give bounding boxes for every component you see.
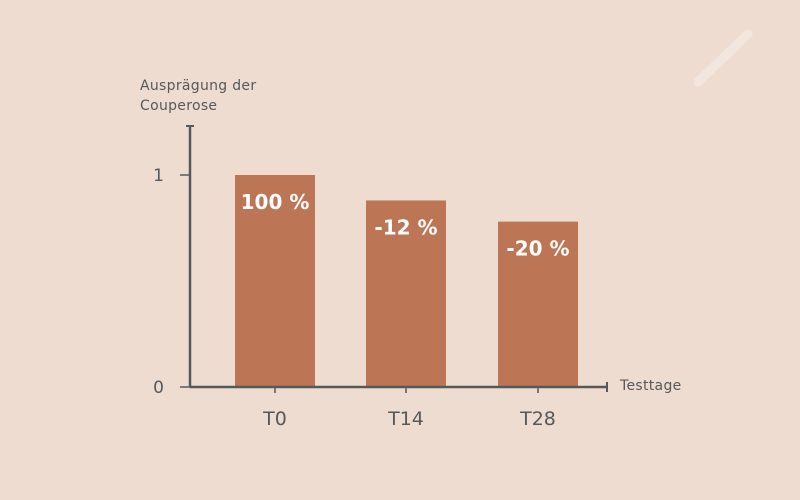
x-tick-label-t14: T14: [387, 408, 424, 430]
y-axis-title-line-1: Ausprägung der: [140, 78, 257, 94]
y-tick-label-1: 1: [153, 166, 164, 186]
x-axis-title: Testtage: [620, 378, 682, 394]
y-axis-title-line-2: Couperose: [140, 98, 218, 114]
data-label-t28: -20 %: [506, 237, 569, 261]
data-label-t0: 100 %: [241, 190, 310, 214]
bar-t28: [498, 221, 578, 387]
x-tick-label-t0: T0: [262, 408, 287, 430]
x-tick-label-t28: T28: [519, 408, 556, 430]
bar-t14: [366, 200, 446, 387]
glare-decoration: [693, 29, 753, 87]
y-tick-label-0: 0: [153, 378, 164, 398]
bar-t0: [235, 175, 315, 387]
data-label-t14: -12 %: [374, 215, 437, 239]
